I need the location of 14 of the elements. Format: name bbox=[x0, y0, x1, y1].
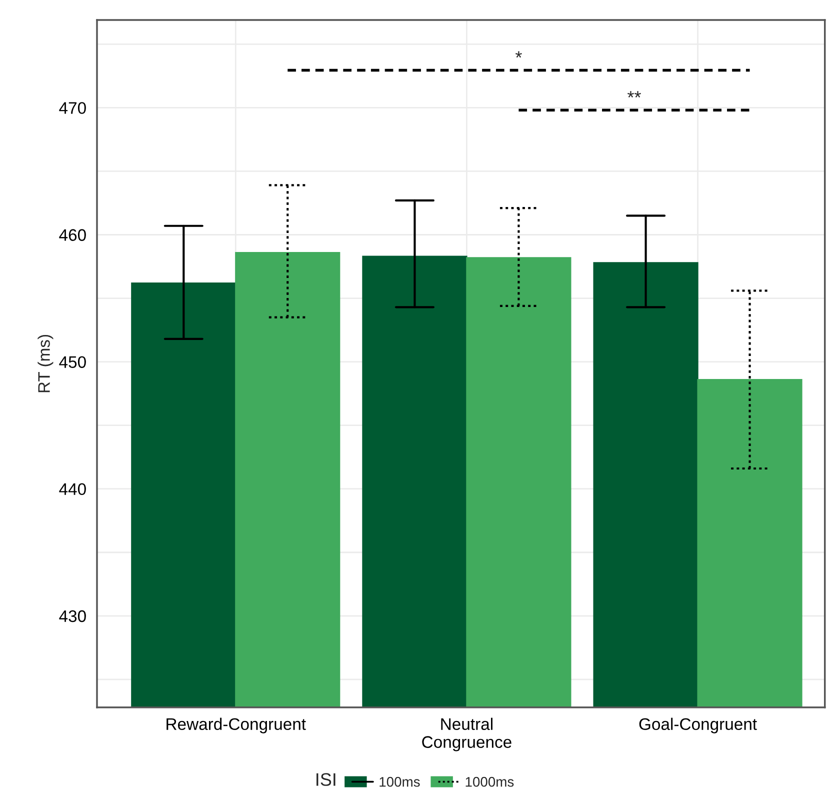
y-tick-label: 440 bbox=[59, 483, 86, 496]
y-axis-title: RT (ms) bbox=[38, 334, 54, 392]
y-tick-label: 470 bbox=[59, 102, 86, 114]
x-tick-label: Neutral Congruence bbox=[422, 718, 512, 752]
annotation: * bbox=[515, 51, 522, 58]
x-tick-label: Goal-Congruent bbox=[639, 718, 757, 734]
legend-label: 100ms bbox=[380, 776, 420, 787]
y-tick-label: 460 bbox=[59, 229, 86, 241]
y-tick-label: 450 bbox=[59, 356, 86, 368]
legend-label: 1000ms bbox=[466, 776, 514, 787]
x-tick-label: Reward-Congruent bbox=[166, 718, 306, 734]
y-tick-label: 430 bbox=[59, 610, 86, 622]
annotation: ** bbox=[627, 91, 641, 98]
legend-title: ISI bbox=[316, 773, 336, 786]
